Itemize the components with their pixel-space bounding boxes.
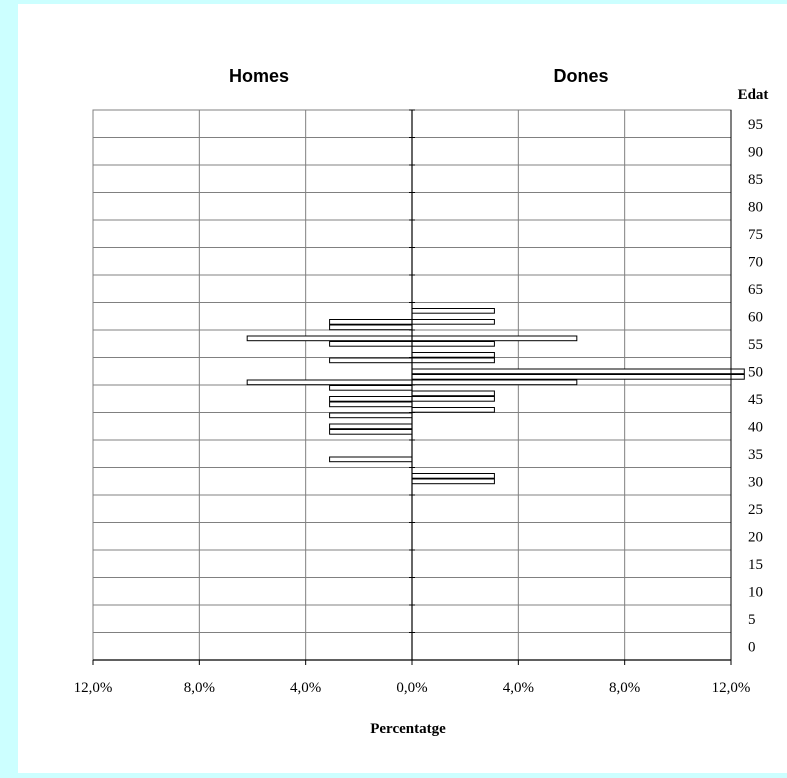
bar-homes: [329, 423, 413, 430]
y-tick-label: 35: [748, 447, 763, 463]
y-tick-label: 30: [748, 474, 763, 490]
axes: [92, 109, 732, 665]
bar-homes: [246, 335, 413, 342]
bar-dones: [411, 357, 495, 364]
bar-dones: [411, 308, 495, 314]
right-title: Dones: [553, 66, 608, 86]
bar-homes: [246, 379, 413, 386]
bar-dones: [411, 374, 745, 380]
y-tick-label: 55: [748, 337, 763, 353]
x-tick-label: 8,0%: [184, 680, 215, 696]
bar-dones: [411, 341, 495, 347]
bar-homes: [329, 412, 413, 419]
x-tick-label: 0,0%: [396, 680, 427, 696]
y-tick-label: 75: [748, 227, 763, 243]
y-tick-label: 95: [748, 117, 763, 133]
y-tick-label: 15: [748, 557, 763, 573]
bar-dones: [411, 368, 745, 375]
y-tick-label: 65: [748, 282, 763, 298]
y-tick-label: 25: [748, 502, 763, 518]
x-tick-label: 12,0%: [712, 680, 751, 696]
y-tick-label: 50: [748, 364, 763, 380]
bar-homes: [329, 456, 413, 463]
y-tick-label: 20: [748, 529, 763, 545]
bar-homes: [329, 396, 413, 402]
y-tick-label: 0: [748, 639, 756, 655]
y-tick-label: 85: [748, 172, 763, 188]
bar-dones: [411, 390, 495, 397]
x-tick-labels: 12,0% 8,0% 4,0% 0,0% 4,0% 8,0% 12,0%: [74, 680, 751, 696]
chart-canvas: 0 5 10 15 20 25 30 35 40 45 50 55 60 65 70 75 80 85 90 95 1…: [18, 4, 787, 773]
bar-dones: [411, 473, 495, 479]
x-tick-label: 12,0%: [74, 680, 113, 696]
bar-homes: [329, 341, 413, 347]
bar-dones: [411, 319, 495, 325]
x-tick-label: 4,0%: [503, 680, 534, 696]
bar-homes: [329, 319, 413, 325]
y-tick-label: 40: [748, 419, 763, 435]
bar-dones: [411, 396, 495, 402]
bar-homes: [329, 429, 413, 435]
y-tick-label: 45: [748, 392, 763, 408]
y-tick-label: 10: [748, 584, 763, 600]
bar-homes: [329, 385, 413, 391]
population-pyramid-chart: 0 5 10 15 20 25 30 35 40 45 50 55 60 65 70 75 80 85 90 95 1…: [74, 66, 769, 737]
x-tick-label: 4,0%: [290, 680, 321, 696]
y-tick-labels: 0 5 10 15 20 25 30 35 40 45 50 55 60 65 70 75 80 85 90 95: [748, 117, 763, 656]
y-tick-label: 80: [748, 199, 763, 215]
bar-homes: [329, 357, 413, 364]
left-title: Homes: [229, 66, 289, 86]
bar-dones: [411, 407, 495, 413]
y-tick-label: 60: [748, 309, 763, 325]
y-tick-label: 70: [748, 254, 763, 270]
y-axis-title: Edat: [738, 87, 769, 103]
bar-homes: [329, 324, 413, 331]
y-tick-label: 5: [748, 612, 756, 628]
x-tick-label: 8,0%: [609, 680, 640, 696]
bar-dones: [411, 335, 578, 342]
y-tick-label: 90: [748, 144, 763, 160]
bar-homes: [329, 401, 413, 408]
bars: [246, 308, 745, 485]
bar-dones: [411, 352, 495, 358]
bar-dones: [411, 379, 578, 386]
x-axis-title: Percentatge: [370, 721, 446, 737]
bar-dones: [411, 478, 495, 485]
